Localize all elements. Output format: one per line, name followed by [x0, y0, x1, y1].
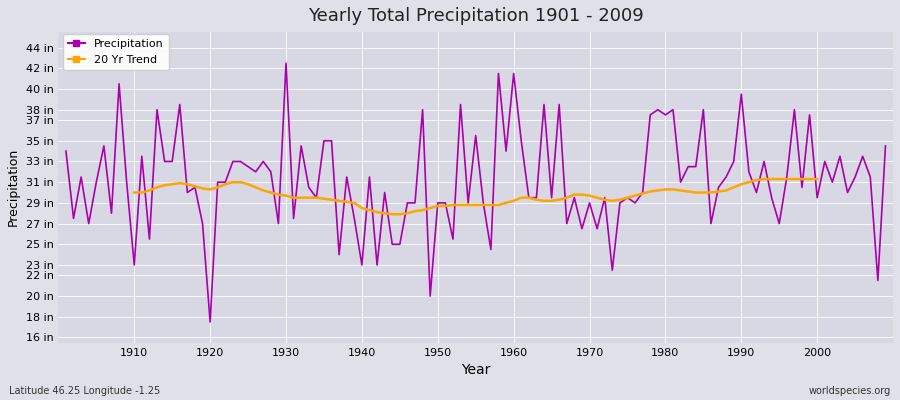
Title: Yearly Total Precipitation 1901 - 2009: Yearly Total Precipitation 1901 - 2009: [308, 7, 644, 25]
X-axis label: Year: Year: [461, 363, 491, 377]
Y-axis label: Precipitation: Precipitation: [7, 148, 20, 226]
Legend: Precipitation, 20 Yr Trend: Precipitation, 20 Yr Trend: [62, 34, 169, 70]
Text: worldspecies.org: worldspecies.org: [809, 386, 891, 396]
Text: Latitude 46.25 Longitude -1.25: Latitude 46.25 Longitude -1.25: [9, 386, 160, 396]
